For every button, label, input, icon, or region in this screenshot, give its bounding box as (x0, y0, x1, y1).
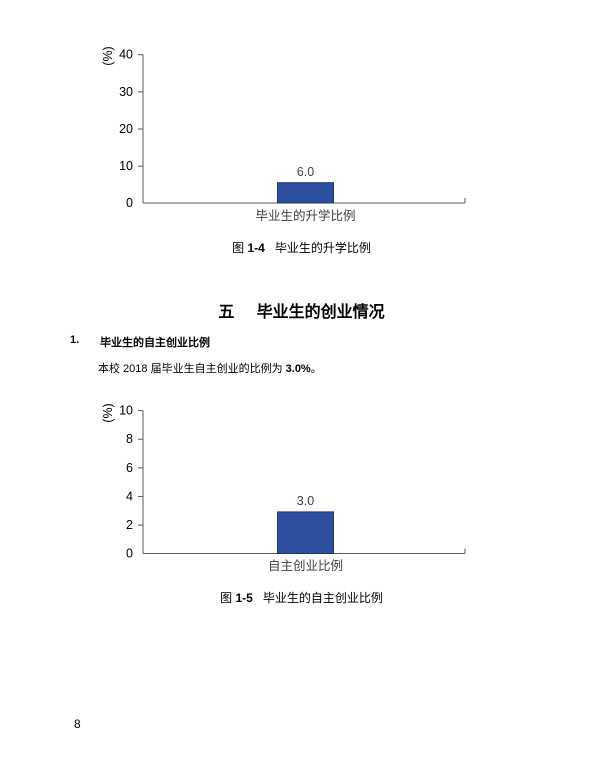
svg-text:4: 4 (126, 489, 133, 503)
svg-text:自主创业比例: 自主创业比例 (268, 559, 343, 573)
svg-text:2: 2 (126, 518, 133, 532)
svg-text:8: 8 (126, 432, 133, 446)
svg-text:(%): (%) (101, 403, 115, 422)
svg-text:3.0: 3.0 (297, 494, 314, 508)
svg-text:0: 0 (126, 547, 133, 561)
svg-text:10: 10 (119, 404, 133, 418)
svg-text:6: 6 (126, 461, 133, 475)
